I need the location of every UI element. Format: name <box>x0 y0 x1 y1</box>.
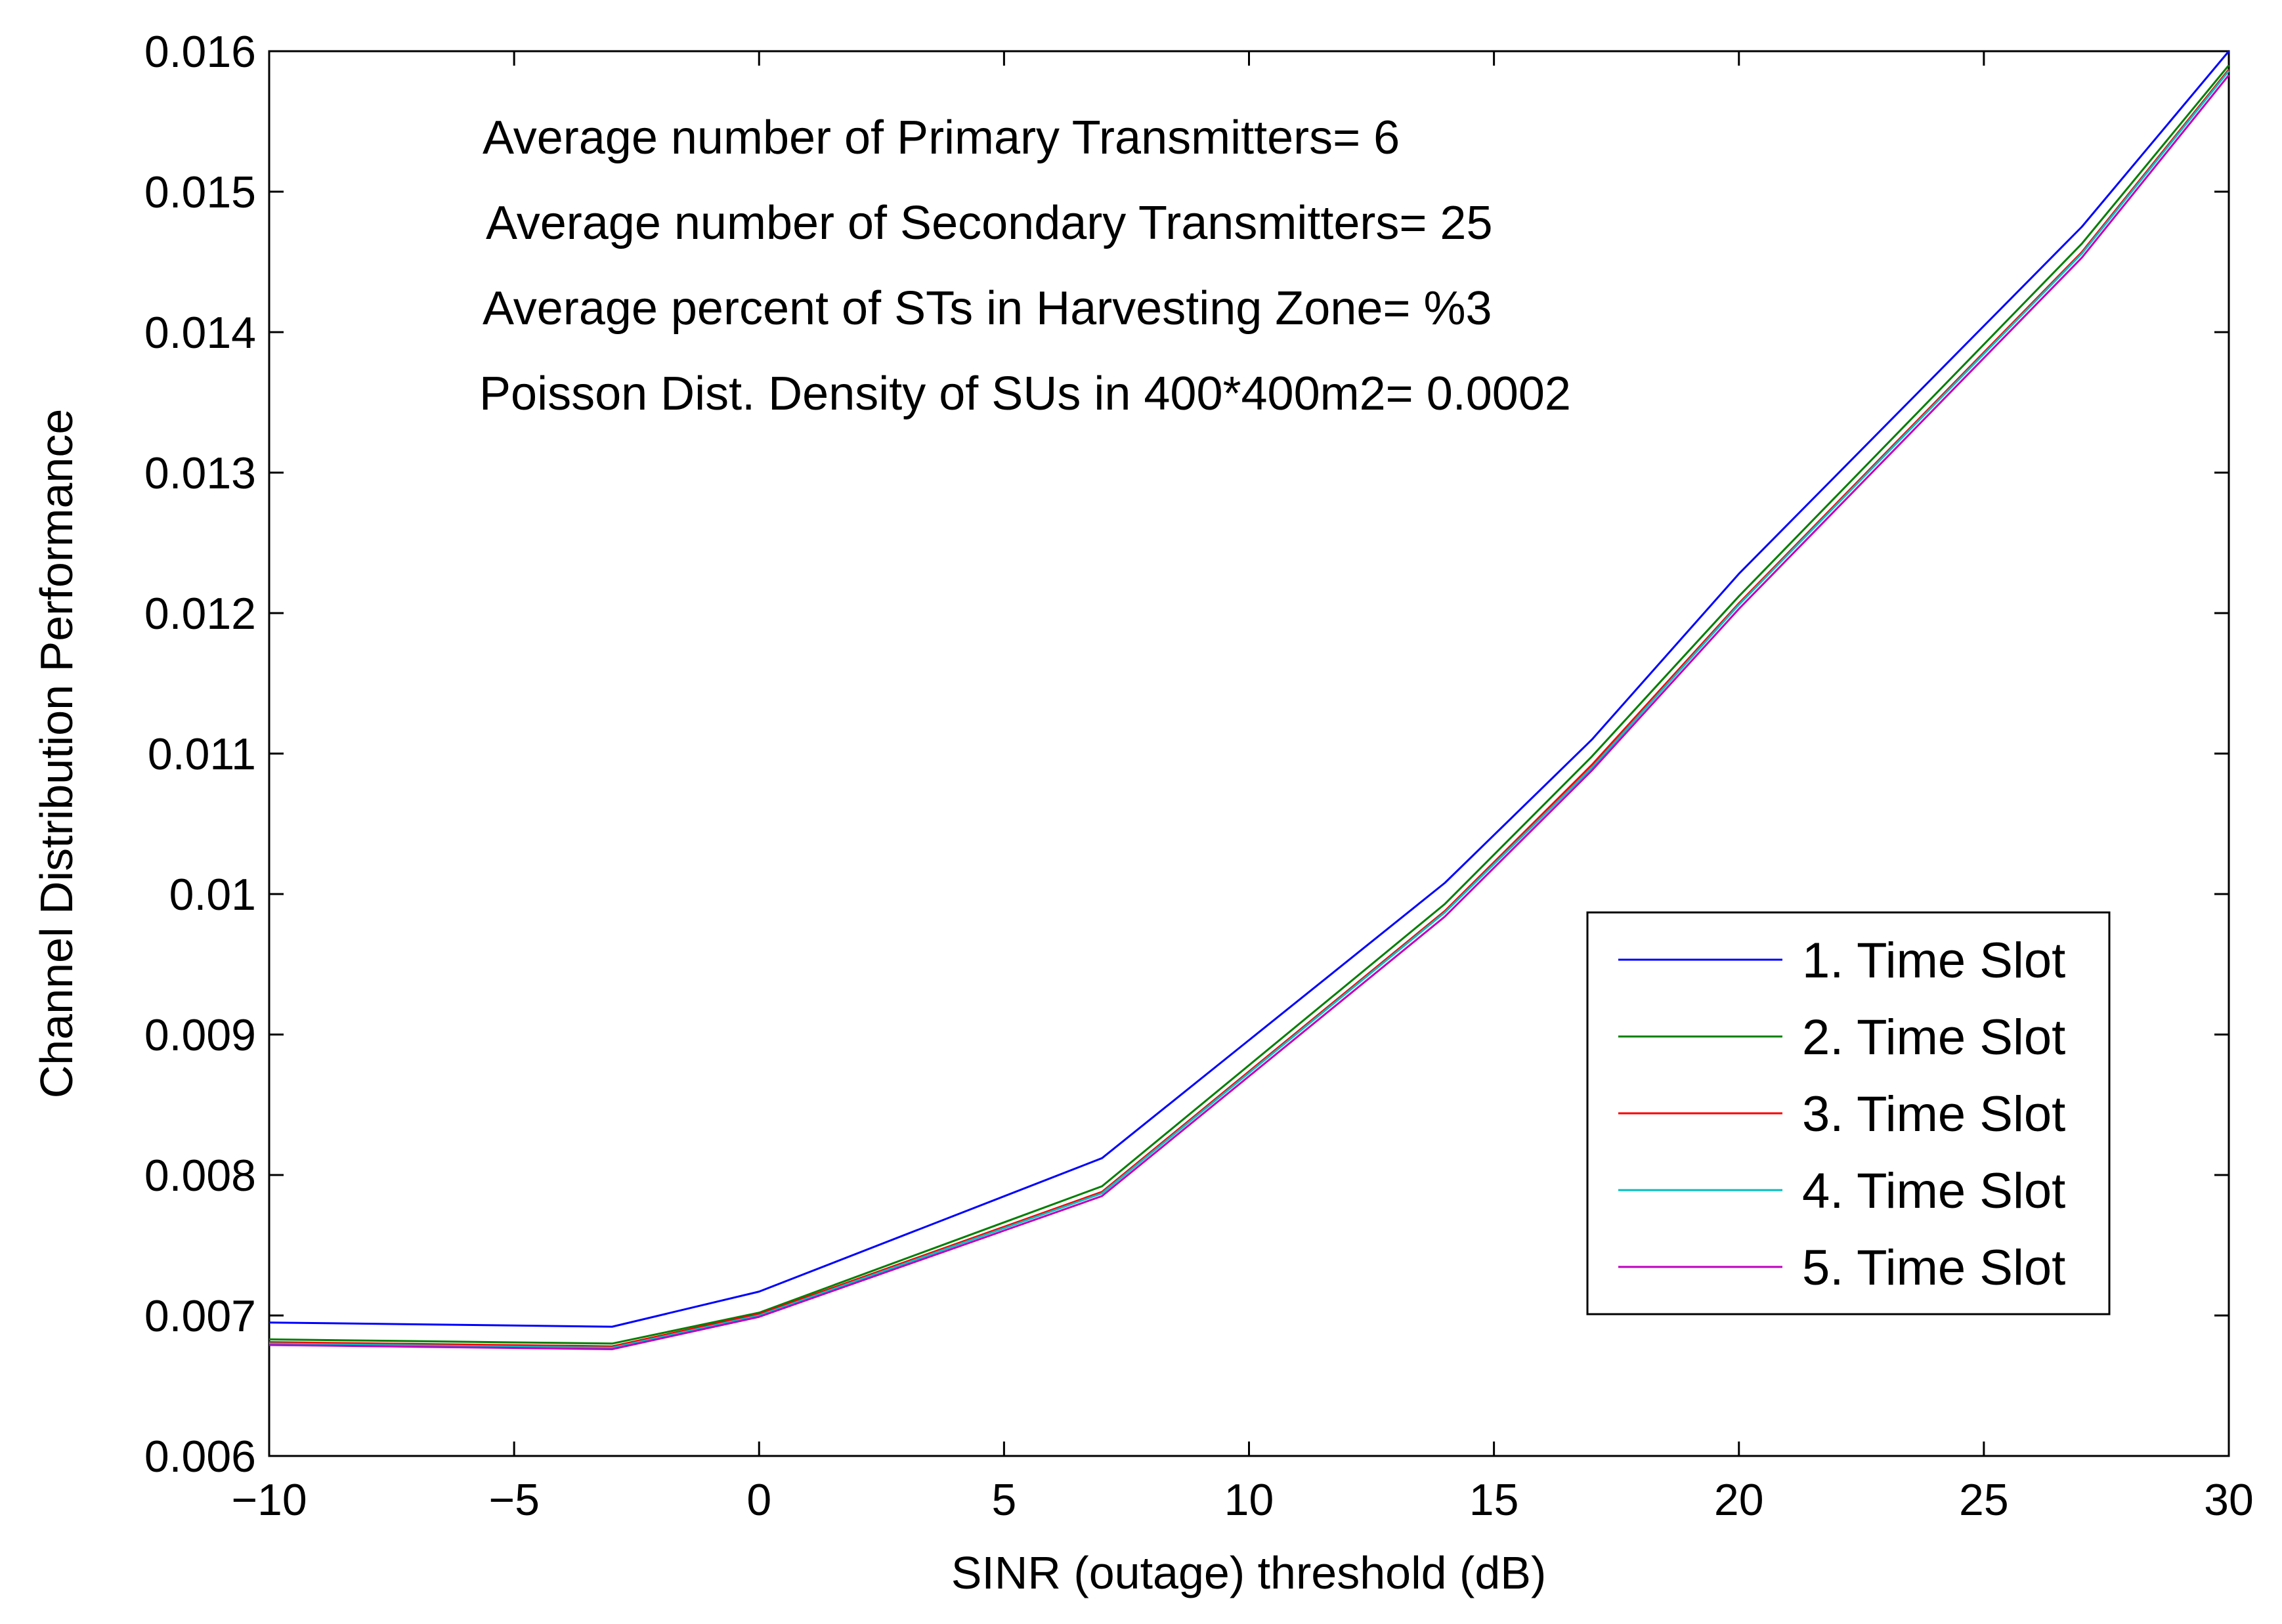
legend-label-4: 4. Time Slot <box>1802 1163 2065 1219</box>
legend-label-1: 1. Time Slot <box>1802 933 2065 989</box>
series-line-2 <box>269 64 2230 1345</box>
y-tick-label: 0.015 <box>144 167 256 217</box>
y-axis-ticks: 0.006 0.007 0.008 0.009 0.01 0.011 0.012 0.013 0… <box>144 27 2229 1482</box>
x-axis-ticks: −10 −5 0 5 10 15 20 25 30 <box>231 51 2254 1525</box>
legend: 1. Time Slot 2. Time Slot 3. Time Slot 4… <box>1586 911 2111 1315</box>
y-tick-label: 0.01 <box>169 870 256 920</box>
y-tick-label: 0.006 <box>144 1432 256 1482</box>
x-tick-label: 5 <box>991 1475 1016 1525</box>
series-line-5 <box>269 74 2230 1350</box>
x-tick-label: −5 <box>488 1475 540 1525</box>
x-tick-label: 10 <box>1224 1475 1274 1525</box>
x-axis-label: SINR (outage) threshold (dB) <box>951 1547 1547 1598</box>
annotation-secondary-transmitters: Average number of Secondary Transmitters… <box>486 197 1492 249</box>
x-tick-label: 20 <box>1714 1475 1764 1525</box>
x-tick-label: 30 <box>2204 1475 2254 1525</box>
series-line-4 <box>269 70 2230 1349</box>
series-line-1 <box>269 51 2230 1328</box>
y-tick-label: 0.008 <box>144 1151 256 1201</box>
y-tick-label: 0.016 <box>144 27 256 77</box>
annotation-harvesting-zone: Average percent of STs in Harvesting Zon… <box>483 282 1492 335</box>
y-tick-label: 0.014 <box>144 308 256 358</box>
legend-label-3: 3. Time Slot <box>1802 1086 2065 1142</box>
annotation-primary-transmitters: Average number of Primary Transmitters= … <box>483 112 1400 164</box>
y-tick-label: 0.013 <box>144 448 256 498</box>
legend-label-2: 2. Time Slot <box>1802 1010 2065 1065</box>
x-tick-label: 0 <box>746 1475 771 1525</box>
y-tick-label: 0.007 <box>144 1291 256 1341</box>
x-tick-label: −10 <box>231 1475 307 1525</box>
x-tick-label: 25 <box>1959 1475 2009 1525</box>
y-tick-label: 0.011 <box>148 729 256 779</box>
annotation-poisson-density: Poisson Dist. Density of SUs in 400*400m… <box>479 368 1571 420</box>
y-axis-label: Channel Distribution Performance <box>31 409 82 1099</box>
series-layer <box>269 51 2230 1350</box>
x-tick-label: 15 <box>1469 1475 1519 1525</box>
legend-label-5: 5. Time Slot <box>1802 1240 2065 1296</box>
y-tick-label: 0.012 <box>144 589 256 639</box>
y-tick-label: 0.009 <box>144 1010 256 1060</box>
